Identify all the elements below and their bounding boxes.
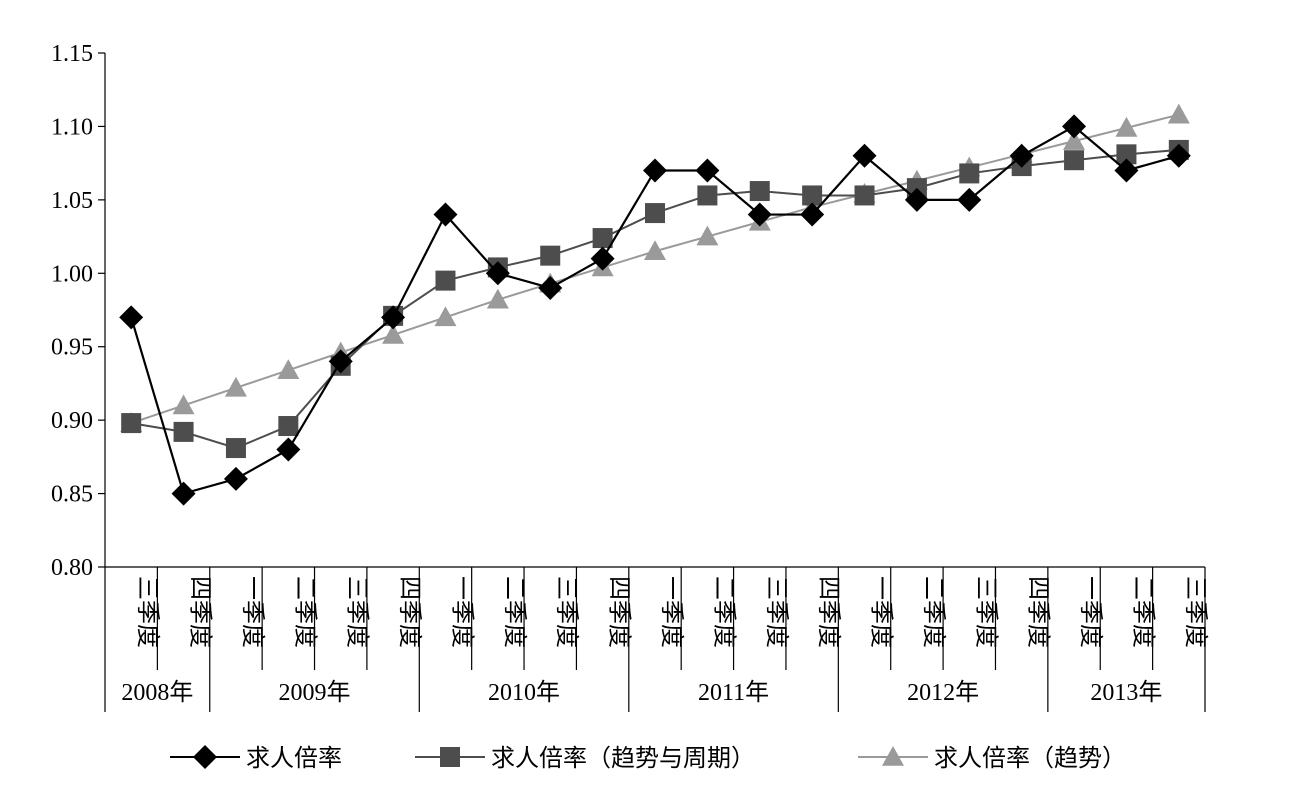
data-point-diamond <box>485 261 510 286</box>
series-square <box>121 139 1189 459</box>
data-point-square <box>435 270 456 291</box>
data-point-diamond <box>695 158 720 183</box>
series-diamond <box>119 114 1191 506</box>
year-label: 2013年 <box>1090 679 1162 706</box>
y-tick-label: 1.10 <box>51 114 93 140</box>
year-label: 2008年 <box>121 679 193 706</box>
axes: 0.80 0.85 0.90 0.95 1.00 1.05 1.10 1.15 <box>51 41 1205 581</box>
data-point-square <box>225 438 246 459</box>
data-point-diamond <box>747 202 772 227</box>
legend-marker-diamond <box>193 745 217 769</box>
data-point-triangle <box>644 240 666 261</box>
category-label: 一季度 <box>868 576 896 648</box>
legend-marker-triangle <box>882 746 904 766</box>
data-point-triangle <box>486 288 509 309</box>
category-label: 四季度 <box>606 576 634 648</box>
category-label: 四季度 <box>187 576 215 648</box>
data-point-square <box>592 228 613 249</box>
category-label: 二季度 <box>710 576 738 648</box>
data-point-square <box>173 421 194 442</box>
y-tick-label: 0.95 <box>51 335 93 361</box>
category-label: 二季度 <box>920 576 948 648</box>
data-point-diamond <box>276 437 301 462</box>
y-tick-label: 0.80 <box>51 555 93 581</box>
data-point-square <box>645 203 665 224</box>
category-label: 三季度 <box>344 576 372 648</box>
category-label: 三季度 <box>553 576 581 648</box>
data-point-square <box>278 416 299 437</box>
data-point-triangle <box>696 225 719 246</box>
y-tick-label: 1.05 <box>51 188 93 214</box>
data-point-triangle <box>172 394 195 415</box>
data-point-triangle <box>277 359 300 380</box>
y-tick-label: 0.90 <box>51 408 93 434</box>
data-point-triangle <box>382 323 405 344</box>
data-point-diamond <box>223 466 248 491</box>
y-tick-label: 0.85 <box>51 482 93 508</box>
data-point-diamond <box>904 187 929 212</box>
data-point-square <box>749 181 770 202</box>
legend-label: 求人倍率（趋势与周期） <box>491 744 755 772</box>
legend-item: 求人倍率 <box>170 744 342 772</box>
data-point-diamond <box>433 202 458 227</box>
data-point-diamond <box>643 158 667 183</box>
data-point-diamond <box>328 349 353 374</box>
data-point-diamond <box>1114 158 1139 183</box>
series-layer <box>119 103 1191 506</box>
year-label: 2012年 <box>907 679 979 706</box>
y-tick-label: 1.00 <box>51 261 93 287</box>
data-point-diamond <box>1009 143 1034 168</box>
year-label: 2009年 <box>279 679 351 706</box>
category-label: 一季度 <box>1077 576 1105 648</box>
data-point-diamond <box>1062 114 1087 139</box>
data-point-square <box>1064 150 1085 171</box>
category-label: 一季度 <box>239 576 267 648</box>
category-label: 三季度 <box>972 576 1000 648</box>
data-point-triangle <box>1167 103 1190 124</box>
legend: 求人倍率 求人倍率（趋势与周期） 求人倍率（趋势） <box>170 744 1126 772</box>
data-point-square <box>697 185 718 206</box>
category-label: 二季度 <box>501 576 529 648</box>
category-label: 三季度 <box>1182 576 1210 648</box>
data-point-diamond <box>119 305 144 330</box>
series-line <box>131 148 1179 450</box>
data-point-square <box>802 185 823 206</box>
category-label: 二季度 <box>291 576 319 648</box>
legend-item: 求人倍率（趋势） <box>858 744 1126 772</box>
category-labels: 三季度 四季度 一季度 二季度 三季度 四季度 一季度 二季度 三季度 四季度 一季度 二季度 三季度四… <box>104 567 1210 712</box>
data-point-diamond <box>852 143 877 168</box>
data-point-triangle <box>1115 116 1138 137</box>
category-label: 四季度 <box>815 576 843 648</box>
legend-label: 求人倍率 <box>246 744 342 772</box>
data-point-square <box>121 413 142 434</box>
data-point-diamond <box>1166 143 1191 168</box>
data-point-diamond <box>590 246 615 271</box>
category-label: 一季度 <box>658 576 686 648</box>
data-point-square <box>540 245 561 266</box>
data-point-square <box>854 185 875 206</box>
data-point-diamond <box>957 187 982 212</box>
data-point-diamond <box>800 202 825 227</box>
data-point-triangle <box>1063 130 1086 150</box>
data-point-triangle <box>224 376 247 397</box>
data-point-square <box>1116 144 1137 165</box>
year-label: 2011年 <box>698 679 769 706</box>
data-point-diamond <box>171 481 196 506</box>
year-label: 2010年 <box>488 679 560 706</box>
category-label: 一季度 <box>448 576 476 648</box>
legend-marker-square <box>440 747 460 767</box>
category-label: 三季度 <box>134 576 162 648</box>
category-label: 二季度 <box>1129 576 1157 648</box>
category-label: 三季度 <box>763 576 791 648</box>
y-tick-label: 1.15 <box>51 41 93 67</box>
data-point-diamond <box>381 305 406 330</box>
data-point-square <box>959 163 980 184</box>
category-label: 四季度 <box>396 576 424 648</box>
category-label: 四季度 <box>1025 576 1053 648</box>
data-point-triangle <box>434 306 457 327</box>
data-point-diamond <box>538 275 563 300</box>
legend-label: 求人倍率（趋势） <box>934 744 1126 772</box>
legend-item: 求人倍率（趋势与周期） <box>415 744 755 772</box>
